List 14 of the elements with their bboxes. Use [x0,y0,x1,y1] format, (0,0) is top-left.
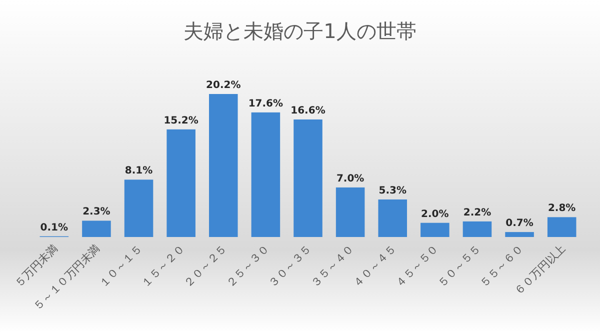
data-label: 5.3% [378,185,406,196]
data-label: 7.0% [336,173,364,184]
data-label: 15.2% [164,115,198,126]
title: 夫婦と未婚の子1人の世帯 [184,19,416,43]
data-label: 2.2% [463,207,492,218]
data-label: 16.6% [290,105,326,116]
data-label: 2.8% [548,203,576,214]
data-label: 2.3% [82,206,110,218]
data-label: 8.1% [124,166,153,177]
data-label: 20.2% [206,80,241,91]
data-label: 0.7% [506,218,534,230]
data-label: 17.6% [248,98,284,110]
data-label: 0.1% [40,222,68,234]
data-label: 2.0% [421,208,449,220]
